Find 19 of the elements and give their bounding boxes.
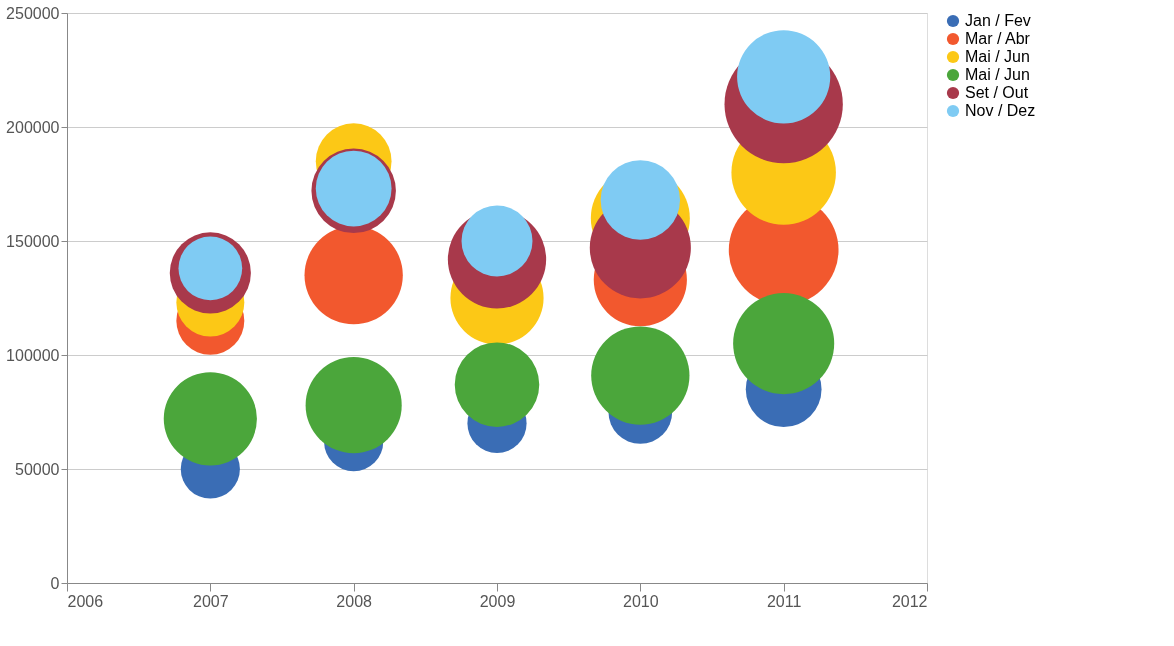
x-tick-label: 2011 [766, 592, 802, 610]
x-tick-label: 2010 [623, 592, 659, 610]
legend-label: Mai / Jun [965, 48, 1030, 65]
y-tick-label: 50000 [15, 460, 60, 478]
legend-label: Mar / Abr [965, 30, 1031, 47]
y-tick-label: 250000 [6, 4, 60, 22]
y-tick-label: 0 [50, 574, 60, 592]
y-tick-label: 150000 [6, 232, 60, 250]
x-tick-label: 2009 [479, 592, 516, 610]
x-tick-label: 2006 [67, 592, 104, 610]
y-tick-label: 100000 [6, 346, 60, 364]
x-tick-label: 2008 [336, 592, 373, 610]
legend-label: Mai / Jun [965, 66, 1030, 83]
legend-label: Jan / Fev [965, 12, 1031, 29]
x-tick-label: 2007 [193, 592, 229, 610]
legend-label: Set / Out [965, 84, 1029, 101]
x-tick-label: 2012 [891, 592, 928, 610]
legend-label: Nov / Dez [965, 102, 1036, 119]
y-tick-label: 200000 [6, 118, 60, 136]
